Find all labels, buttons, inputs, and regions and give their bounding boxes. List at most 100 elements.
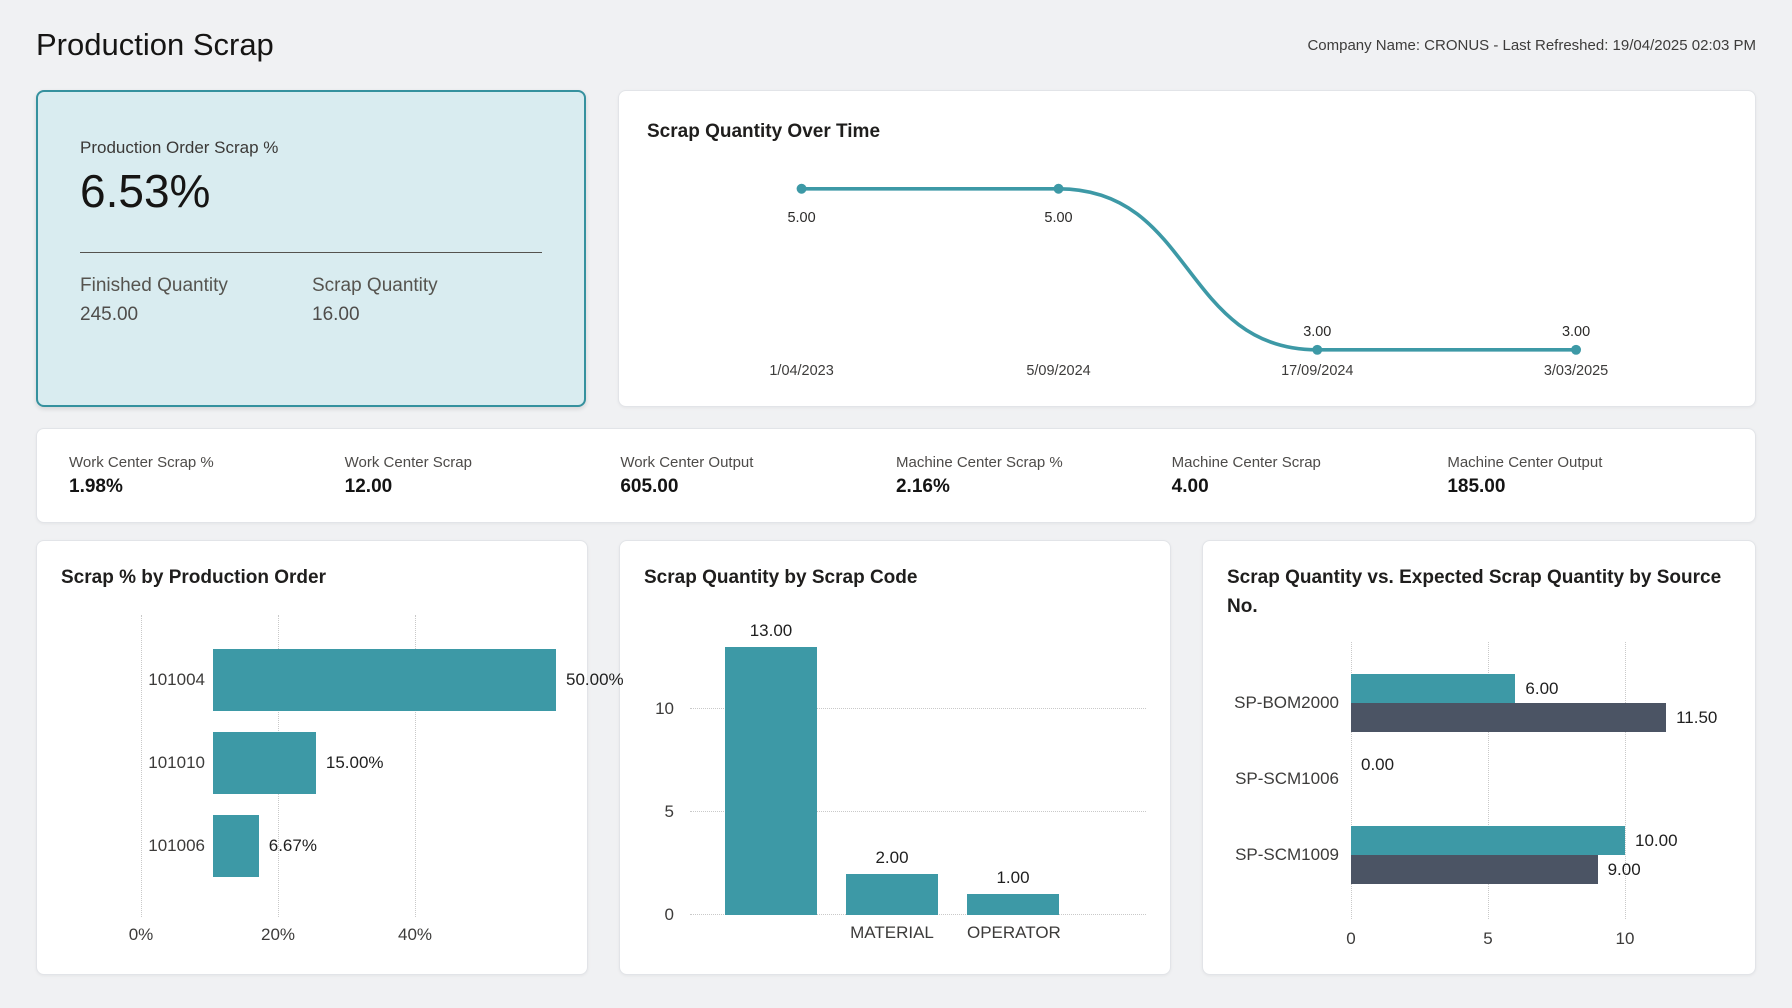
bar-group: SP-BOM2000 6.00 11.50 — [1234, 674, 1731, 732]
kpi-divider — [80, 252, 542, 253]
bar-value-label: 6.67% — [268, 836, 317, 855]
category-label: OPERATOR — [967, 923, 1061, 942]
bar-row: 6.00 — [1351, 674, 1731, 703]
bar[interactable] — [846, 873, 938, 915]
top-row: Production Order Scrap % 6.53% Finished … — [36, 90, 1756, 407]
category-label: 101006 — [148, 836, 205, 855]
kpi-work-center-scrap[interactable]: Work Center Scrap 12.00 — [345, 454, 621, 498]
kpi-value: 185.00 — [1447, 475, 1506, 497]
page-title: Production Scrap — [36, 27, 274, 62]
kpi-value: 12.00 — [344, 475, 393, 497]
refresh-info: Company Name: CRONUS - Last Refreshed: 1… — [1307, 36, 1756, 54]
column-group: 13.00 — [725, 606, 817, 915]
kpi-label: Machine Center Output — [1447, 453, 1603, 471]
x-axis-tick: 5 — [1483, 929, 1493, 948]
finished-quantity-value: 245.00 — [80, 304, 139, 325]
finished-quantity-block: Finished Quantity 245.00 — [80, 275, 312, 326]
grouped-bar-plot: SP-BOM2000 6.00 11.50 SP-SCM1006 0.00 — [1227, 642, 1731, 949]
gridline — [141, 615, 142, 917]
scrap-quantity-value: 16.00 — [312, 304, 360, 325]
scrap-vs-expected-by-source-card[interactable]: Scrap Quantity vs. Expected Scrap Quanti… — [1202, 540, 1756, 975]
y-axis-tick: 0 — [664, 905, 674, 924]
y-axis-tick: 10 — [655, 699, 674, 718]
bar-value-label: 50.00% — [566, 670, 624, 689]
point-value-label: 5.00 — [787, 210, 815, 226]
column-chart-plot: 0 5 10 13.00 2.00 1.00 — [644, 606, 1146, 924]
bar-value-label: 9.00 — [1607, 859, 1641, 879]
production-order-scrap-kpi-card[interactable]: Production Order Scrap % 6.53% Finished … — [36, 90, 586, 407]
bar-value-label: 2.00 — [875, 847, 909, 867]
bar-value-label: 0.00 — [1361, 754, 1395, 774]
category-label: SP-SCM1006 — [1235, 769, 1339, 788]
bar[interactable] — [213, 649, 556, 711]
kpi-card-value: 6.53% — [80, 165, 211, 217]
x-axis-tick: 40% — [397, 925, 433, 944]
bar-row: 11.50 — [1351, 703, 1731, 732]
bar-value-label: 10.00 — [1635, 830, 1678, 850]
category-label: 101010 — [148, 753, 205, 772]
expected-scrap-quantity-bar[interactable] — [1351, 855, 1598, 884]
data-point[interactable] — [1312, 344, 1323, 355]
category-label: MATERIAL — [850, 923, 934, 942]
x-axis: MATERIAL OPERATOR — [644, 915, 1146, 945]
kpi-work-center-output[interactable]: Work Center Output 605.00 — [620, 454, 896, 498]
bar-row: 101006 6.67% — [141, 815, 563, 877]
kpi-work-center-scrap-pct[interactable]: Work Center Scrap % 1.98% — [69, 454, 345, 498]
scrap-quantity-label: Scrap Quantity — [312, 275, 438, 296]
bar-value-label: 13.00 — [749, 621, 793, 641]
expected-scrap-quantity-bar[interactable] — [1351, 703, 1667, 732]
kpi-machine-center-scrap[interactable]: Machine Center Scrap 4.00 — [1172, 454, 1448, 498]
line-chart[interactable]: 5.00 5.00 3.00 3.00 1/04/2023 5/09/2024 … — [647, 158, 1727, 386]
kpi-label: Machine Center Scrap — [1171, 453, 1321, 471]
scrap-pct-by-production-order-card[interactable]: Scrap % by Production Order 101004 50.00… — [36, 540, 624, 975]
kpi-strip: Work Center Scrap % 1.98% Work Center Sc… — [36, 428, 1756, 523]
bottom-row: Scrap % by Production Order 101004 50.00… — [36, 540, 1756, 975]
scrap-quantity-by-scrap-code-card[interactable]: Scrap Quantity by Scrap Code 0 5 10 13.0… — [619, 540, 1171, 975]
kpi-machine-center-scrap-pct[interactable]: Machine Center Scrap % 2.16% — [896, 454, 1172, 498]
x-axis-tick: 10 — [1615, 929, 1635, 948]
bar[interactable] — [213, 732, 316, 794]
x-axis-tick: 0% — [128, 925, 154, 944]
gridline — [1625, 642, 1626, 919]
bar-chart-plot: 101004 50.00% 101010 15.00% 101006 — [61, 615, 624, 945]
scrap-quantity-over-time-card[interactable]: Scrap Quantity Over Time 5.00 5.00 3.00 … — [618, 90, 1756, 407]
gridline — [690, 708, 1146, 709]
kpi-card-label: Production Order Scrap % — [80, 138, 279, 157]
x-axis-label: 3/03/2025 — [1544, 363, 1608, 379]
line-chart-title: Scrap Quantity Over Time — [647, 121, 881, 142]
point-value-label: 3.00 — [1562, 324, 1590, 340]
bar[interactable] — [725, 647, 817, 915]
bar-track: 50.00% — [213, 649, 624, 711]
line-series — [799, 186, 1578, 352]
gridline — [1351, 642, 1352, 919]
bar-value-label: 6.00 — [1525, 678, 1559, 698]
x-axis-tick: 20% — [260, 925, 296, 944]
bar-track: 6.67% — [213, 815, 563, 877]
column-group: 2.00 — [846, 606, 938, 915]
column-chart-title: Scrap Quantity by Scrap Code — [644, 567, 918, 588]
bar-value-label: 15.00% — [325, 753, 384, 772]
kpi-machine-center-output[interactable]: Machine Center Output 185.00 — [1447, 454, 1723, 498]
bar-row: 10.00 — [1351, 826, 1731, 855]
data-point[interactable] — [796, 183, 807, 194]
x-axis: 0% 20% 40% — [129, 917, 563, 945]
data-point[interactable] — [1053, 183, 1064, 194]
scrap-quantity-bar[interactable] — [1351, 826, 1625, 855]
gridline — [690, 811, 1146, 812]
bar[interactable] — [213, 815, 259, 877]
bar-group: SP-SCM1009 10.00 9.00 — [1235, 826, 1731, 884]
kpi-label: Work Center Scrap — [344, 453, 472, 471]
bar-group: SP-SCM1006 0.00 — [1235, 750, 1731, 808]
scrap-quantity-block: Scrap Quantity 16.00 — [312, 275, 438, 326]
kpi-sub-row: Finished Quantity 245.00 Scrap Quantity … — [80, 275, 542, 326]
bar[interactable] — [967, 894, 1059, 915]
scrap-quantity-bar[interactable] — [1351, 674, 1516, 703]
category-label: SP-SCM1009 — [1235, 845, 1339, 864]
x-axis-label: 5/09/2024 — [1026, 363, 1090, 379]
bar-row: 9.00 — [1351, 855, 1731, 884]
kpi-label: Work Center Scrap % — [69, 453, 214, 471]
kpi-value: 1.98% — [69, 475, 123, 497]
data-point[interactable] — [1571, 344, 1582, 355]
category-label: 101004 — [148, 670, 205, 689]
